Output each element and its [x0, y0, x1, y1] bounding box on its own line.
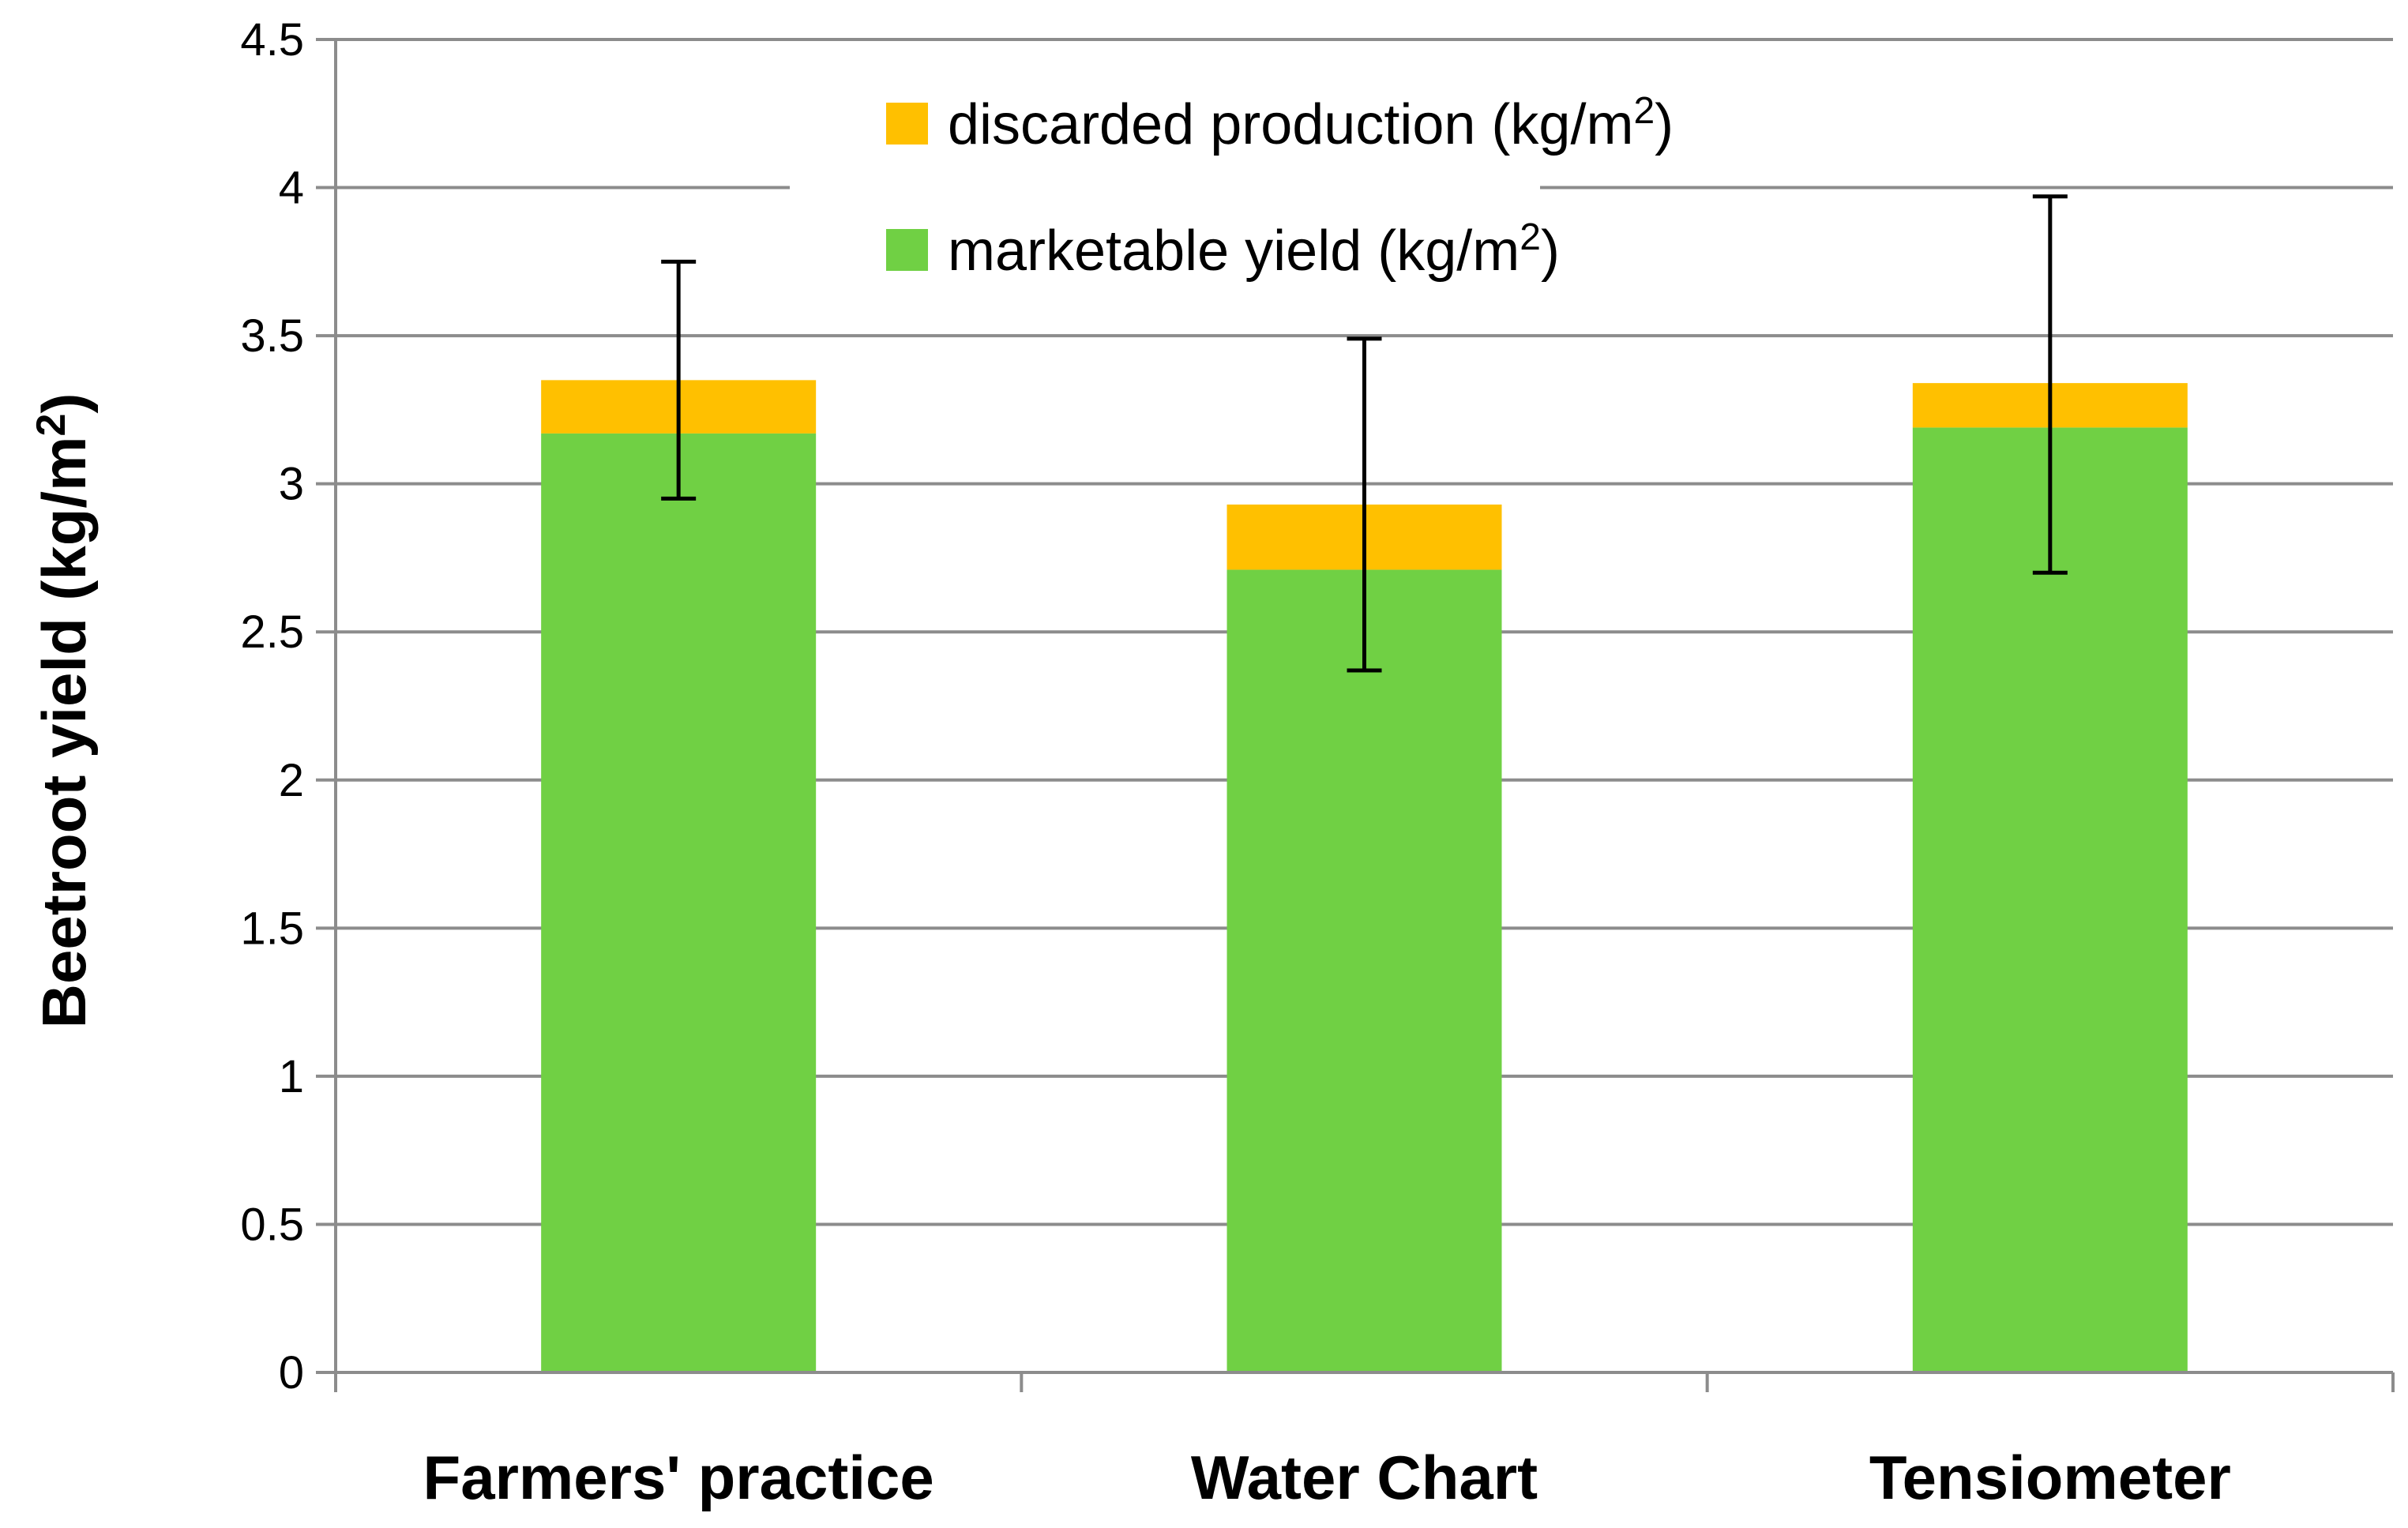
x-category-label: Farmers' practice	[423, 1443, 934, 1512]
axes	[334, 39, 2395, 1392]
x-category-label: Water Chart	[1191, 1443, 1538, 1512]
bar-marketable-2	[1227, 569, 1502, 1372]
y-tick-label: 0.5	[240, 1199, 304, 1250]
legend: discarded production (kg/m2) marketable …	[790, 90, 1674, 284]
x-category-label: Tensiometer	[1869, 1443, 2231, 1512]
y-tick-label: 1.5	[240, 903, 304, 954]
y-tick-labels: 0 0.5 1 1.5 2 2.5 3 3.5 4 4.5	[240, 14, 304, 1398]
legend-label-discarded: discarded production (kg/m2)	[948, 90, 1674, 156]
legend-item-discarded: discarded production (kg/m2)	[886, 90, 1674, 156]
legend-label-marketable: marketable yield (kg/m2)	[948, 216, 1560, 283]
y-tick-label: 1	[279, 1051, 304, 1102]
bar-marketable-1	[541, 433, 817, 1373]
legend-item-marketable: marketable yield (kg/m2)	[886, 216, 1560, 283]
y-tick-label: 2.5	[240, 606, 304, 658]
y-tick-label: 3	[279, 459, 304, 510]
legend-swatch-marketable	[886, 229, 928, 271]
bars	[541, 380, 2188, 1373]
y-axis-title: Beetroot yield (kg/m2)	[28, 393, 99, 1029]
bar-marketable-3	[1912, 427, 2188, 1373]
x-category-labels: Farmers' practice Water Chart Tensiometer	[423, 1443, 2231, 1512]
y-tick-label: 0	[279, 1347, 304, 1398]
y-tick-label: 2	[279, 755, 304, 806]
legend-swatch-discarded	[886, 103, 928, 145]
error-bars	[661, 194, 2068, 673]
y-tick-label: 3.5	[240, 310, 304, 362]
y-tick-label: 4.5	[240, 14, 304, 66]
y-tick-label: 4	[279, 163, 304, 214]
